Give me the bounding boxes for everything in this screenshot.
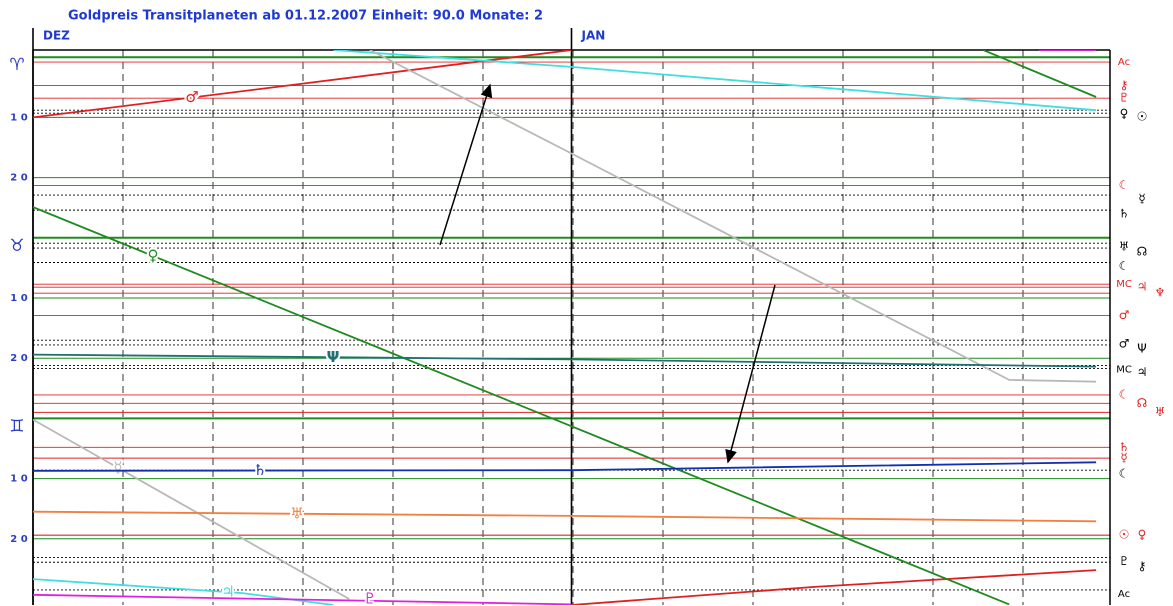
series-line (33, 510, 1097, 523)
series-label: ♇ (363, 590, 376, 606)
natal-label: ☊ (1137, 245, 1148, 259)
natal-label: ♃ (1137, 365, 1148, 379)
series-line (33, 353, 1097, 368)
natal-label: ☾ (1119, 259, 1130, 273)
series (33, 353, 1097, 368)
y-tick-label: ♈ (9, 55, 24, 75)
y-tick-label: 2 0 (10, 534, 27, 545)
natal-label: ☾ (1119, 387, 1130, 401)
y-tick-label: ♉ (9, 236, 24, 256)
natal-label: Ac (1118, 589, 1130, 600)
series-label: ☿ (113, 458, 122, 476)
natal-label: ♂ (1119, 337, 1130, 351)
natal-label: ♀ (1138, 528, 1147, 542)
series-label: ♀ (148, 246, 159, 264)
series-label: ♃ (221, 583, 234, 601)
natal-label: ♃ (1137, 280, 1148, 294)
series-line (33, 206, 1010, 605)
natal-label: ☿ (1138, 192, 1145, 206)
series-line (33, 578, 334, 605)
series-label: Ψ (327, 348, 340, 366)
y-tick-label: 1 0 (10, 474, 27, 485)
natal-label: ♅ (1155, 405, 1166, 419)
series (33, 50, 1097, 600)
series (33, 50, 1097, 605)
series (33, 461, 1097, 472)
natal-label: ♂ (1119, 308, 1130, 322)
natal-label: ♇ (1119, 554, 1130, 568)
natal-label: ♀ (1120, 107, 1129, 121)
series-label: ♂ (185, 88, 198, 106)
series-line (33, 593, 572, 605)
chart-title: Goldpreis Transitplaneten ab 01.12.2007 … (68, 9, 543, 24)
natal-label: ☾ (1119, 178, 1130, 192)
series-line (982, 50, 1097, 98)
natal-label: ⚷ (1120, 78, 1129, 92)
series-line (333, 50, 1097, 112)
natal-label: ♇ (1119, 91, 1130, 105)
natal-label: ♄ (1119, 440, 1130, 454)
y-tick-label: 2 0 (10, 353, 27, 364)
natal-label: Ac (1118, 57, 1130, 68)
series-line (369, 50, 1097, 383)
natal-label: MC (1116, 364, 1132, 375)
series-label: ♅ (290, 504, 303, 522)
month-label: DEZ (43, 29, 70, 43)
series (33, 50, 1097, 605)
series-line (33, 461, 1097, 472)
natal-label: ♆ (1155, 286, 1166, 300)
month-label: JAN (581, 29, 606, 43)
natal-label: MC (1116, 279, 1132, 290)
series (33, 510, 1097, 523)
series-line (33, 418, 350, 600)
y-tick-label: 1 0 (10, 112, 27, 123)
series-line (571, 569, 1097, 605)
annotation-arrow (439, 83, 493, 246)
natal-label: ☾ (1119, 467, 1130, 481)
y-tick-label: 1 0 (10, 293, 27, 304)
y-tick-label: 2 0 (10, 173, 27, 184)
natal-label: ☉ (1119, 528, 1130, 542)
natal-label: ☉ (1137, 110, 1148, 124)
natal-label: ♄ (1119, 207, 1130, 221)
annotation-arrow (725, 284, 776, 464)
y-tick-label: ♊ (9, 416, 24, 436)
natal-label: Ψ (1137, 341, 1146, 355)
series-label: ♄ (253, 461, 266, 479)
natal-label: ♅ (1119, 240, 1130, 254)
natal-label: ☊ (1137, 396, 1148, 410)
series (33, 50, 1097, 605)
natal-label: ⚷ (1138, 559, 1147, 573)
natal-label: ☿ (1120, 451, 1127, 465)
